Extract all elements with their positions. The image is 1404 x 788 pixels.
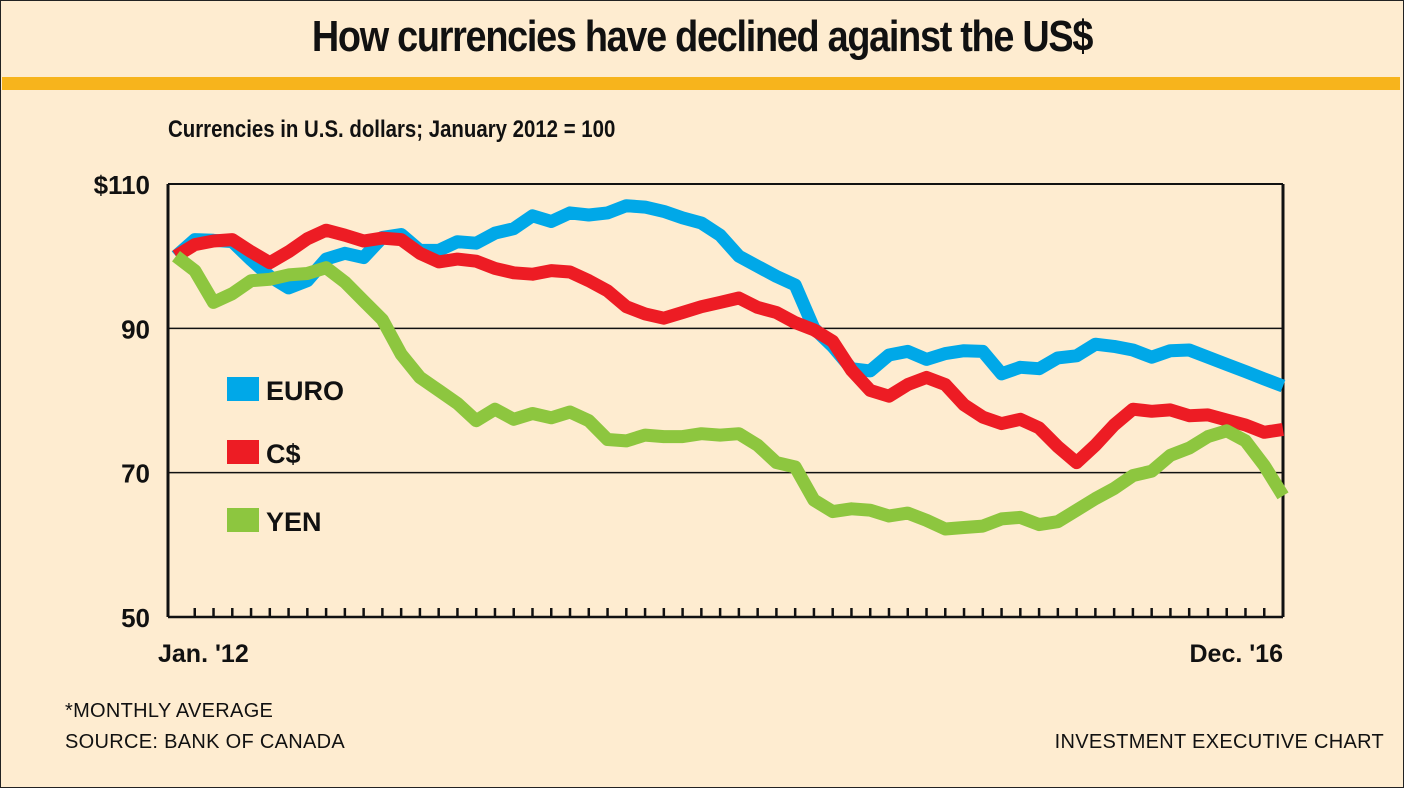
x-tick-label-end: Dec. '16 [1189, 640, 1283, 668]
axes: 50 70 90 $110 Jan. '12 Dec. '16 [94, 170, 1285, 668]
title-accent-bar [2, 77, 1400, 90]
y-tick-label: 90 [121, 314, 150, 344]
y-tick-label: 70 [121, 459, 150, 489]
footnote-monthly-average: *MONTHLY AVERAGE [65, 700, 274, 722]
legend-label-c: C$ [266, 439, 301, 469]
y-tick-label: $110 [94, 170, 150, 200]
legend-label-euro: EURO [266, 376, 344, 406]
chart-title: How currencies have declined against the… [311, 12, 1094, 61]
series-line-c [172, 223, 1284, 470]
x-tick-label-start: Jan. '12 [158, 640, 249, 668]
source-note: SOURCE: BANK OF CANADA [65, 731, 345, 753]
series-line-euro [171, 199, 1286, 393]
series-line-yen [172, 251, 1289, 536]
legend-swatch-yen [227, 508, 259, 532]
legend-label-yen: YEN [266, 507, 322, 537]
series-group [171, 199, 1289, 536]
gridlines [168, 327, 1283, 474]
legend-swatch-euro [227, 377, 259, 401]
y-tick-label: 50 [121, 603, 150, 633]
legend: EURO C$ YEN [227, 376, 344, 537]
legend-swatch-c [227, 440, 259, 464]
chart-credit: INVESTMENT EXECUTIVE CHART [1054, 731, 1384, 753]
chart-subtitle: Currencies in U.S. dollars; January 2012… [168, 116, 616, 143]
